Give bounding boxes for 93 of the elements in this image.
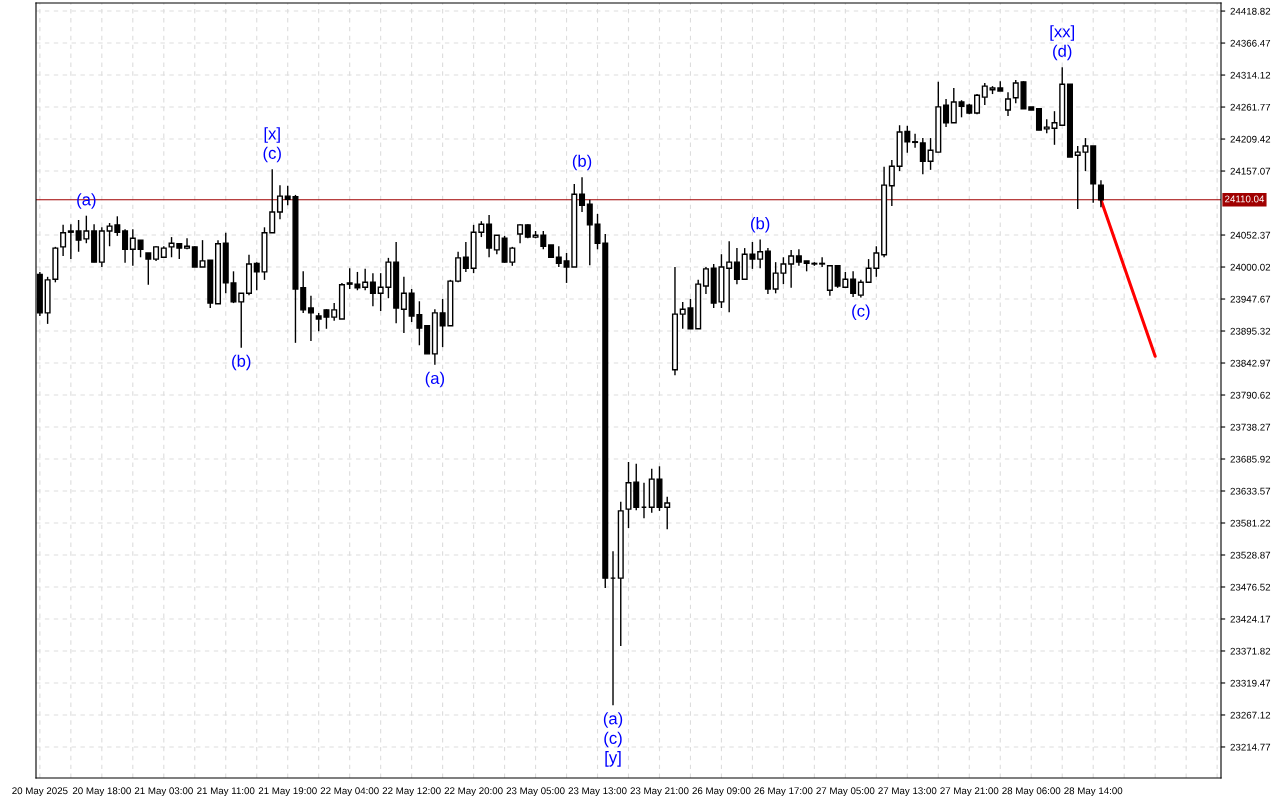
candlestick <box>950 87 957 124</box>
y-tick-label: 23267.12 <box>1230 711 1271 719</box>
x-tick-label: 20 May 18:00 <box>72 787 131 797</box>
x-tick-label: 21 May 19:00 <box>258 787 317 797</box>
annotation: (b) <box>232 354 251 371</box>
x-tick-label: 23 May 05:00 <box>506 787 565 797</box>
candlestick <box>757 238 764 269</box>
candlestick <box>1035 107 1043 131</box>
candlestick <box>184 237 191 251</box>
annotation: (c) <box>604 731 622 748</box>
candlestick <box>981 82 988 106</box>
candlestick <box>850 270 857 298</box>
y-tick-label: 24418.82 <box>1230 7 1271 15</box>
annotation: [x] <box>264 127 280 143</box>
y-tick-label: 23947.67 <box>1230 295 1271 303</box>
annotation: [xx] <box>1050 25 1074 41</box>
y-tick-label: 24052.37 <box>1230 231 1271 239</box>
x-tick-label: 27 May 05:00 <box>816 787 875 797</box>
x-tick-label: 27 May 13:00 <box>878 787 937 797</box>
x-tick-label: 28 May 06:00 <box>1002 787 1061 797</box>
annotation: [y] <box>605 751 621 767</box>
x-tick-label: 21 May 03:00 <box>134 787 193 797</box>
candlestick <box>943 98 950 128</box>
y-tick-label: 24261.77 <box>1230 103 1271 111</box>
candlestick <box>1004 91 1012 117</box>
candlestick <box>726 240 733 313</box>
candlestick <box>300 270 307 314</box>
annotation: (c) <box>263 146 281 163</box>
candlestick <box>1097 179 1104 208</box>
candlestick <box>493 234 500 255</box>
candlestick <box>307 295 314 342</box>
candlestick <box>888 159 895 207</box>
y-tick-label: 23790.62 <box>1230 391 1271 399</box>
y-tick-label: 23633.57 <box>1230 487 1271 495</box>
annotation: (b) <box>751 217 770 233</box>
x-tick-label: 26 May 17:00 <box>754 787 813 797</box>
y-tick-label: 23476.52 <box>1230 583 1271 591</box>
x-tick-label: 27 May 21:00 <box>940 787 999 797</box>
candlestick <box>455 251 462 284</box>
y-tick-label: 23581.22 <box>1230 519 1271 527</box>
x-tick-label: 26 May 09:00 <box>692 787 751 797</box>
y-tick-label: 24366.47 <box>1230 39 1271 47</box>
x-tick-label: 22 May 12:00 <box>382 787 441 797</box>
candlestick <box>788 249 795 289</box>
x-tick-label: 22 May 04:00 <box>320 787 379 797</box>
y-tick-label: 23842.97 <box>1230 359 1271 367</box>
x-tick-label: 23 May 21:00 <box>630 787 689 797</box>
annotation: (c) <box>852 304 870 321</box>
candlestick <box>67 223 74 260</box>
y-tick-label: 24209.42 <box>1230 135 1271 143</box>
annotation: (a) <box>603 712 623 728</box>
candlestick <box>919 137 926 175</box>
y-tick-label: 23685.92 <box>1230 455 1271 463</box>
candlestick <box>819 256 826 268</box>
x-tick-label: 21 May 11:00 <box>197 787 255 797</box>
y-tick-label: 23528.87 <box>1230 551 1271 559</box>
candlestick <box>191 245 198 268</box>
candlestick <box>129 228 136 267</box>
y-tick-label: 24157.07 <box>1230 167 1271 175</box>
y-tick-label: 23895.32 <box>1230 327 1271 335</box>
candlestick <box>664 496 671 530</box>
annotation: (b) <box>572 154 592 171</box>
x-tick-label: 22 May 20:00 <box>444 787 503 797</box>
x-tick-label: 28 May 14:00 <box>1064 787 1123 797</box>
y-tick-label: 23371.82 <box>1230 647 1271 655</box>
x-tick-label: 23 May 13:00 <box>568 787 627 797</box>
candlestick <box>586 199 593 266</box>
y-tick-label: 23214.77 <box>1230 743 1271 751</box>
y-tick-label: 23738.27 <box>1230 423 1271 431</box>
candlestick <box>912 133 919 149</box>
annotation: (a) <box>425 371 445 388</box>
y-tick-label: 23424.17 <box>1230 615 1271 623</box>
candlestick <box>486 214 493 258</box>
y-tick-label: 24000.02 <box>1230 263 1271 271</box>
candlestick <box>369 272 376 307</box>
candlestick <box>555 245 562 268</box>
candlestick <box>362 268 369 291</box>
y-tick-label: 24314.12 <box>1230 71 1271 79</box>
x-tick-label: 20 May 2025 <box>12 787 68 797</box>
candlestick <box>400 276 407 334</box>
y-tick-label: 23319.47 <box>1230 679 1271 687</box>
ref-line-label: 24110.04 <box>1225 195 1265 203</box>
candlestick <box>276 184 283 221</box>
candlestick <box>145 252 152 286</box>
candlestick <box>269 168 276 234</box>
candlestick <box>733 247 740 285</box>
candlestick <box>579 176 586 213</box>
candlestick <box>517 223 524 244</box>
annotation: (d) <box>1053 44 1072 61</box>
candlestick <box>60 224 67 257</box>
candlestick <box>702 266 709 295</box>
candlestick <box>122 228 129 264</box>
candlestick <box>462 241 469 273</box>
